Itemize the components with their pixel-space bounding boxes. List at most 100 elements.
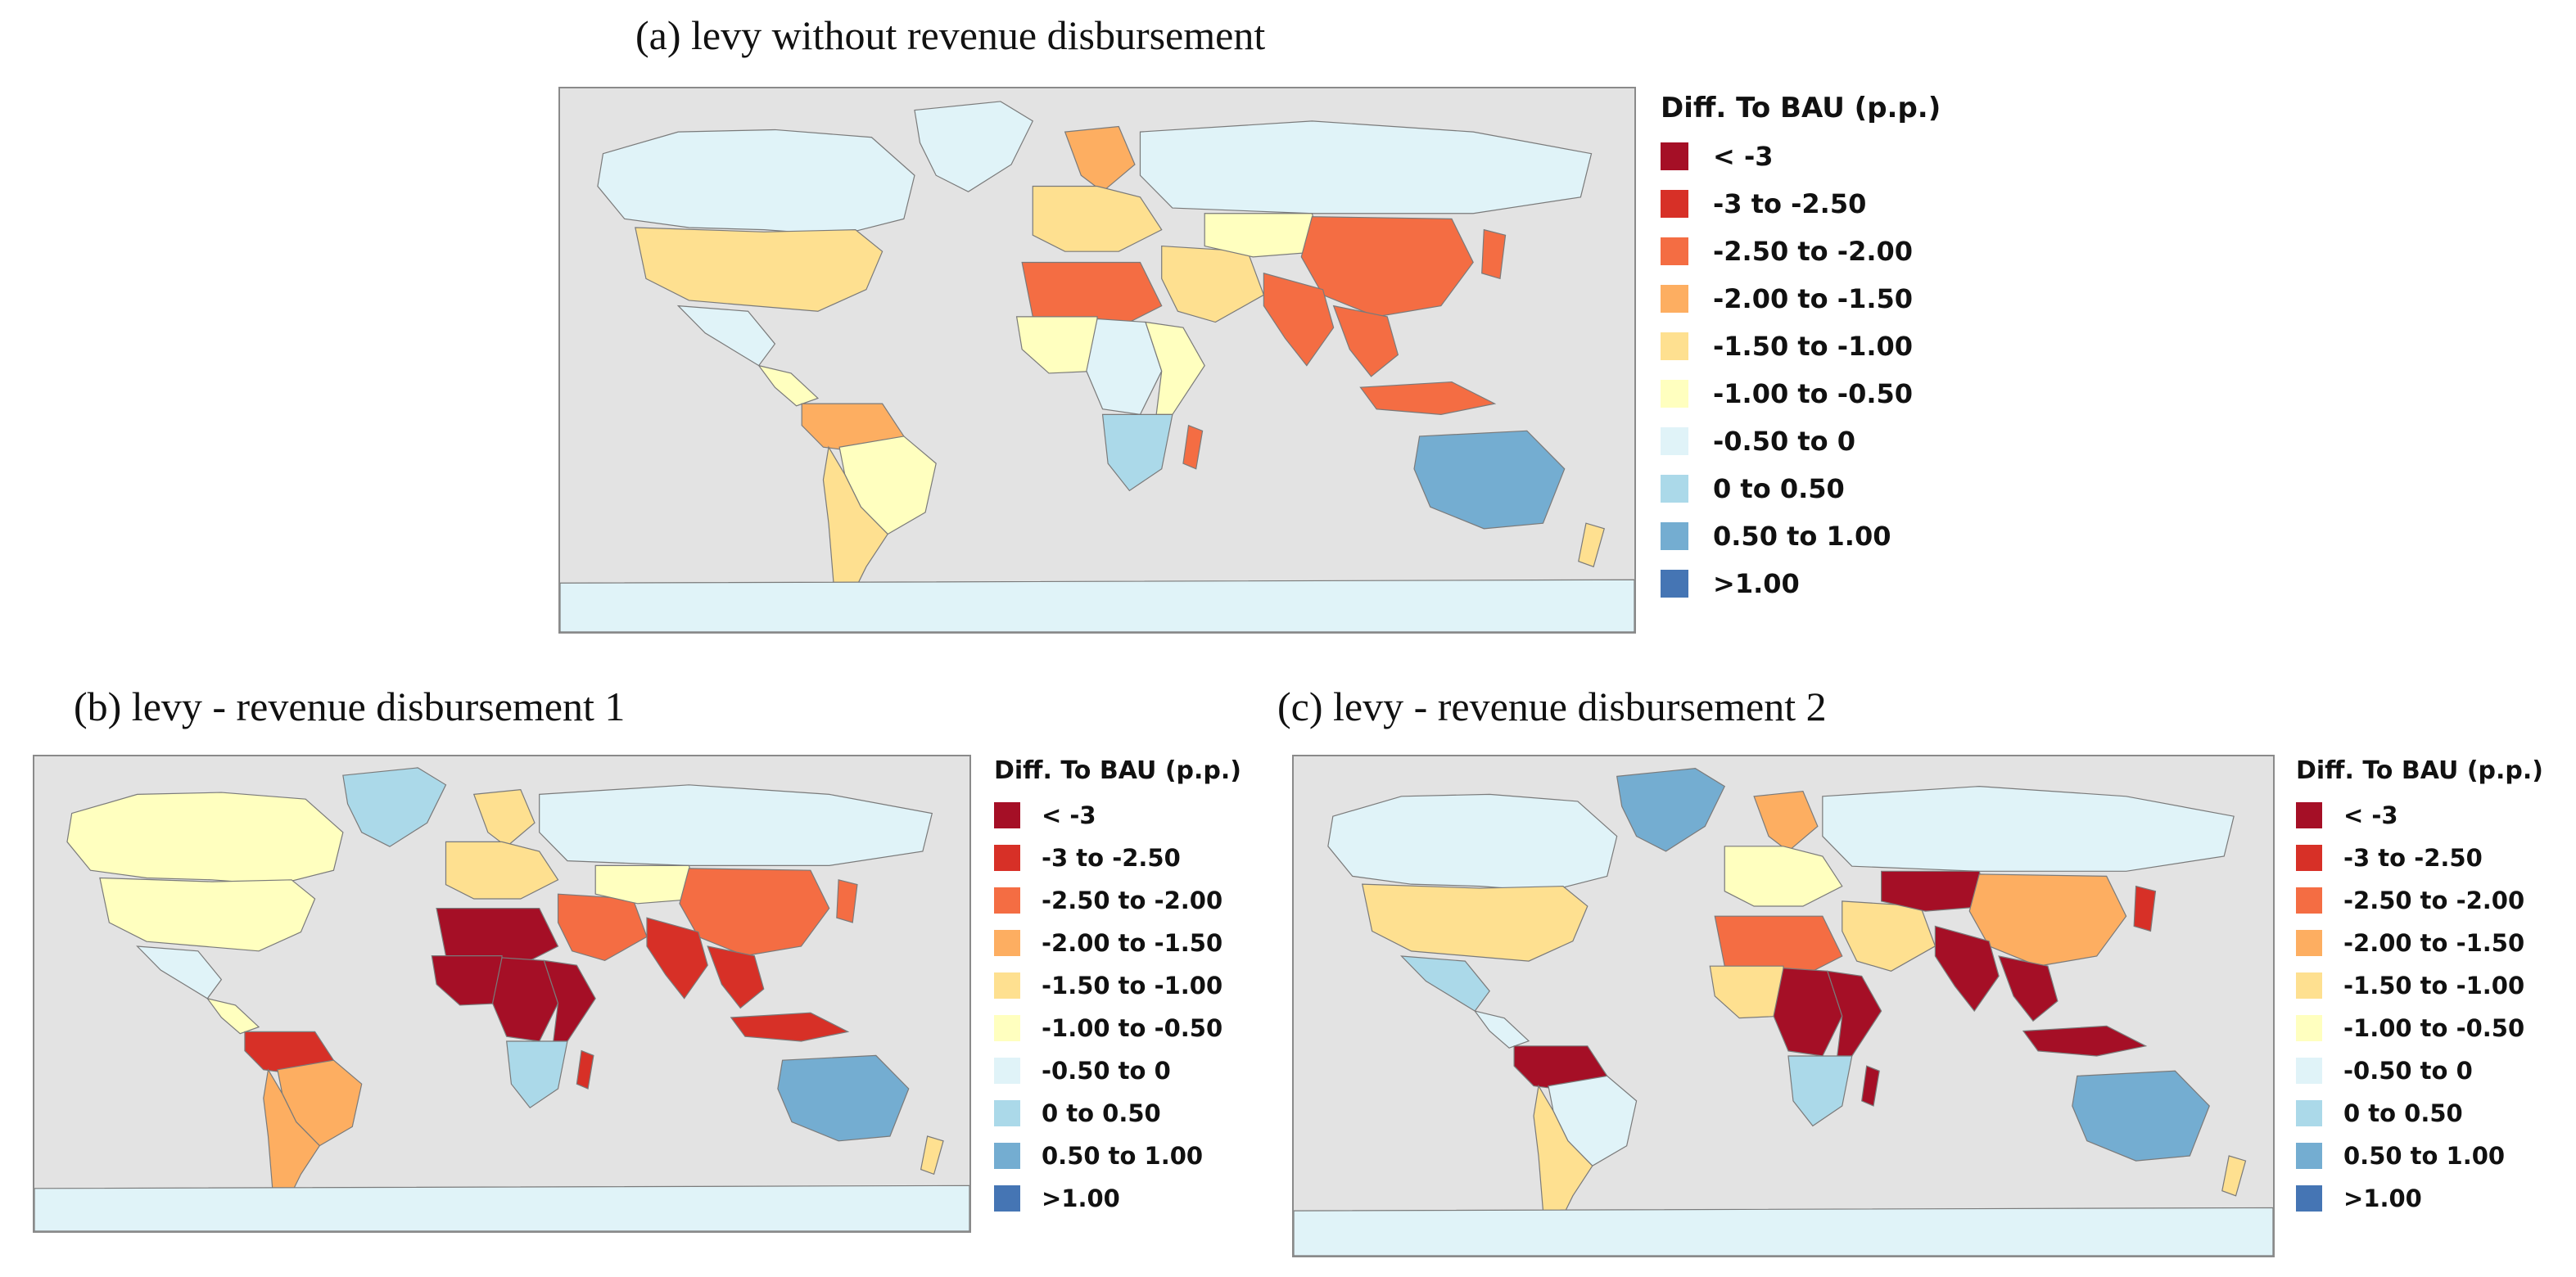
region-india <box>1263 273 1333 366</box>
legend-title: Diff. To BAU (p.p.) <box>2296 756 2543 785</box>
legend-b: Diff. To BAU (p.p.) < -3 -3 to -2.50 -2.50… <box>994 756 1241 1220</box>
legend-label: -3 to -2.50 <box>1042 844 1181 872</box>
legend-label: -0.50 to 0 <box>1713 426 1856 457</box>
world-map-a <box>560 88 1634 632</box>
legend-item: -0.50 to 0 <box>1661 417 1941 465</box>
legend-label: -2.00 to -1.50 <box>1713 283 1914 314</box>
world-map-c <box>1294 756 2273 1256</box>
region-greenland <box>1617 769 1725 851</box>
legend-item: 0.50 to 1.00 <box>994 1135 1241 1177</box>
region-russia <box>1823 787 2234 872</box>
legend-swatch <box>2296 887 2322 914</box>
map-a <box>558 87 1636 634</box>
region-europe <box>1724 846 1842 906</box>
region-japan <box>1482 230 1506 279</box>
region-middle-east <box>558 894 647 960</box>
legend-swatch <box>1661 285 1688 313</box>
region-canada <box>67 792 343 885</box>
legend-item: -2.50 to -2.00 <box>1661 228 1941 275</box>
region-japan <box>837 880 857 923</box>
region-scandinavia <box>1065 126 1135 192</box>
legend-label: -3 to -2.50 <box>1713 188 1867 219</box>
panel-c-title: (c) levy - revenue disbursement 2 <box>1277 684 1827 729</box>
legend-label: >1.00 <box>1713 568 1800 599</box>
legend-label: -1.50 to -1.00 <box>1713 331 1914 362</box>
legend-swatch <box>2296 1058 2322 1084</box>
legend-swatch <box>994 930 1020 956</box>
legend-item: 0 to 0.50 <box>994 1092 1241 1135</box>
legend-swatch <box>1661 522 1688 550</box>
legend-swatch <box>2296 1143 2322 1169</box>
legend-label: -2.50 to -2.00 <box>1713 236 1914 267</box>
region-north-africa <box>1022 262 1162 322</box>
region-southern-africa <box>507 1041 567 1108</box>
region-canada <box>1328 794 1617 891</box>
region-antarctica <box>1294 1207 2273 1256</box>
region-europe <box>1033 187 1161 252</box>
legend-item: -3 to -2.50 <box>2296 837 2543 879</box>
region-middle-east <box>1162 246 1264 323</box>
legend-label: < -3 <box>1713 141 1774 172</box>
region-west-africa <box>1710 966 1783 1018</box>
region-russia <box>540 785 933 866</box>
legend-label: -2.50 to -2.00 <box>2343 887 2525 914</box>
legend-item: 0 to 0.50 <box>1661 465 1941 512</box>
legend-item: 0.50 to 1.00 <box>1661 512 1941 560</box>
legend-item: -1.50 to -1.00 <box>994 964 1241 1007</box>
legend-item: 0.50 to 1.00 <box>2296 1135 2543 1177</box>
region-north-africa <box>1715 916 1842 971</box>
region-new-zealand <box>2222 1156 2246 1196</box>
region-mexico <box>678 306 775 366</box>
region-india <box>647 918 707 999</box>
legend-swatch <box>994 1185 1020 1212</box>
legend-label: >1.00 <box>1042 1184 1120 1212</box>
legend-item: -1.00 to -0.50 <box>994 1007 1241 1049</box>
region-china <box>1301 217 1473 317</box>
legend-swatch <box>994 1143 1020 1169</box>
legend-label: >1.00 <box>2343 1184 2422 1212</box>
region-russia <box>1140 121 1591 214</box>
legend-label: -1.50 to -1.00 <box>1042 972 1223 999</box>
legend-label: -1.00 to -0.50 <box>1042 1014 1223 1042</box>
legend-label: 0.50 to 1.00 <box>1042 1142 1204 1170</box>
legend-label: -3 to -2.50 <box>2343 844 2483 872</box>
region-indonesia <box>731 1013 848 1041</box>
legend-swatch <box>1661 427 1688 455</box>
region-scandinavia <box>1754 792 1818 851</box>
legend-label: -1.50 to -1.00 <box>2343 972 2525 999</box>
legend-label: -1.00 to -0.50 <box>2343 1014 2525 1042</box>
legend-label: -0.50 to 0 <box>1042 1057 1171 1085</box>
region-australia <box>1414 431 1565 529</box>
world-map-b <box>34 756 969 1231</box>
region-north-africa <box>436 909 558 961</box>
region-usa <box>100 878 315 950</box>
region-greenland <box>343 768 446 846</box>
region-indonesia <box>1360 382 1494 415</box>
legend-title: Diff. To BAU (p.p.) <box>994 756 1241 785</box>
legend-swatch <box>2296 1100 2322 1126</box>
region-canada <box>598 129 915 235</box>
map-b <box>33 755 971 1233</box>
region-mexico <box>1402 956 1490 1011</box>
region-southeast-asia <box>1334 306 1399 377</box>
region-madagascar <box>576 1051 594 1089</box>
legend-items: < -3 -3 to -2.50 -2.50 to -2.00 -2.00 to -1… <box>994 794 1241 1220</box>
legend-item: -1.00 to -0.50 <box>1661 370 1941 417</box>
legend-swatch <box>994 1058 1020 1084</box>
legend-label: 0 to 0.50 <box>2343 1099 2463 1127</box>
legend-swatch <box>2296 930 2322 956</box>
legend-label: < -3 <box>1042 801 1096 829</box>
region-central-america <box>759 366 818 406</box>
legend-item: -2.00 to -1.50 <box>1661 275 1941 323</box>
legend-label: -2.00 to -1.50 <box>1042 929 1223 957</box>
legend-swatch <box>2296 1185 2322 1212</box>
region-india <box>1935 926 1999 1011</box>
legend-item: < -3 <box>1661 133 1941 180</box>
legend-item: -2.00 to -1.50 <box>2296 922 2543 964</box>
legend-label: 0 to 0.50 <box>1713 473 1845 504</box>
region-new-zealand <box>921 1136 943 1174</box>
legend-item: -0.50 to 0 <box>994 1049 1241 1092</box>
legend-swatch <box>994 1015 1020 1041</box>
region-central-asia <box>595 865 698 903</box>
legend-swatch <box>994 845 1020 871</box>
